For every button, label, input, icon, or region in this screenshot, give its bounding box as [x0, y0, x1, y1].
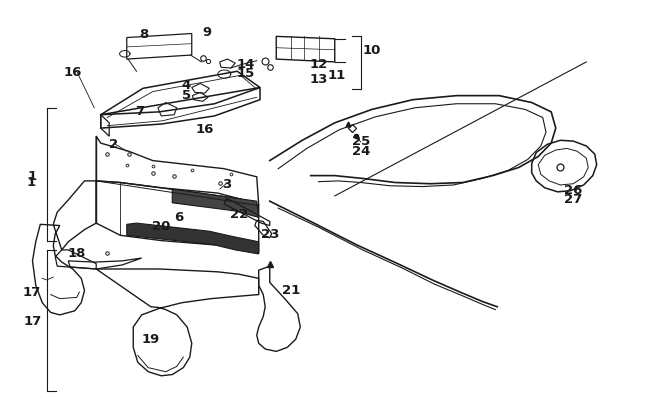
Text: 27: 27	[564, 193, 582, 206]
Polygon shape	[172, 190, 259, 218]
Text: 10: 10	[363, 44, 381, 57]
Text: 7: 7	[135, 105, 144, 118]
Text: 17: 17	[23, 314, 42, 327]
Text: 21: 21	[282, 283, 300, 296]
Text: 16: 16	[64, 66, 82, 79]
Text: 18: 18	[68, 247, 86, 260]
Text: 14: 14	[237, 58, 255, 70]
Text: 25: 25	[352, 134, 370, 147]
Text: 19: 19	[142, 332, 160, 345]
Text: 4: 4	[182, 79, 191, 92]
Text: 12: 12	[309, 58, 328, 70]
Text: 9: 9	[202, 26, 211, 39]
Polygon shape	[127, 224, 259, 254]
Text: 16: 16	[196, 122, 214, 135]
Text: 5: 5	[182, 89, 191, 102]
Text: 20: 20	[152, 220, 170, 232]
Text: 22: 22	[230, 207, 248, 220]
Text: 15: 15	[237, 67, 255, 80]
Text: 2: 2	[109, 137, 118, 150]
Text: 13: 13	[309, 72, 328, 85]
Text: 1: 1	[28, 170, 37, 183]
Text: 8: 8	[140, 28, 149, 41]
Text: 17: 17	[22, 285, 40, 298]
Text: 1: 1	[27, 176, 36, 189]
Text: 26: 26	[564, 183, 582, 196]
Text: 11: 11	[328, 68, 346, 81]
Text: 3: 3	[222, 178, 231, 191]
Text: 6: 6	[174, 210, 183, 223]
Text: 24: 24	[352, 144, 370, 157]
Text: 23: 23	[261, 228, 279, 241]
